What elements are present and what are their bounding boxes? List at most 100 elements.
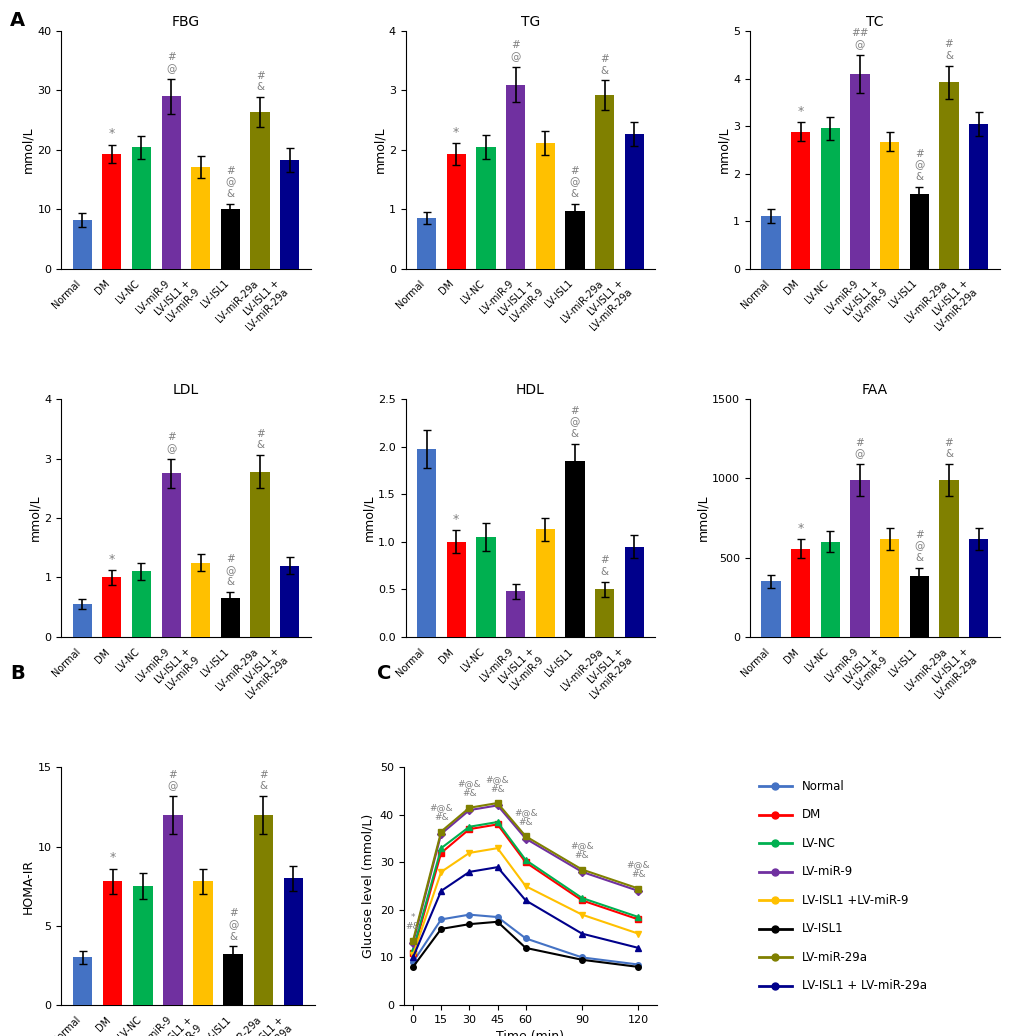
Text: LV-miR-29a: LV-miR-29a xyxy=(801,951,867,963)
Text: LV-ISL1 + LV-miR-29a: LV-ISL1 + LV-miR-29a xyxy=(801,979,926,992)
LV-miR-29a xyxy=(407,934,419,947)
Line: LV-miR-29a: LV-miR-29a xyxy=(410,800,641,944)
LV-miR-29a xyxy=(435,826,447,838)
Bar xyxy=(505,85,525,268)
Title: LDL: LDL xyxy=(172,382,199,397)
Bar xyxy=(254,815,273,1005)
Bar xyxy=(446,542,466,637)
Text: #
&: # & xyxy=(599,54,608,76)
Text: #@&
#&: #@& #& xyxy=(458,779,481,799)
Text: #
&: # & xyxy=(256,70,264,92)
LV-ISL1 + LV-miR-29a xyxy=(576,927,588,940)
Text: B: B xyxy=(10,664,24,683)
LV-ISL1 xyxy=(519,942,531,954)
LV-ISL1 +LV-miR-9 xyxy=(576,909,588,921)
Y-axis label: mmol/L: mmol/L xyxy=(21,126,35,173)
Y-axis label: Glucose level (mmol/L): Glucose level (mmol/L) xyxy=(361,814,374,958)
LV-miR-29a xyxy=(576,863,588,875)
Text: LV-NC: LV-NC xyxy=(801,837,835,850)
Normal xyxy=(519,932,531,945)
Bar xyxy=(565,461,584,637)
Line: LV-ISL1 + LV-miR-29a: LV-ISL1 + LV-miR-29a xyxy=(410,864,641,960)
Title: HDL: HDL xyxy=(516,382,544,397)
Bar xyxy=(820,128,839,268)
Text: LV-ISL1 +LV-miR-9: LV-ISL1 +LV-miR-9 xyxy=(801,894,907,906)
Bar xyxy=(446,154,466,268)
Bar xyxy=(251,471,269,637)
LV-ISL1 xyxy=(491,916,503,928)
Bar xyxy=(417,449,436,637)
LV-ISL1 + LV-miR-29a xyxy=(435,885,447,897)
Line: LV-miR-9: LV-miR-9 xyxy=(410,803,641,946)
Text: LV-ISL1: LV-ISL1 xyxy=(801,922,843,936)
Bar xyxy=(163,815,182,1005)
Bar xyxy=(879,540,899,637)
Normal xyxy=(632,958,644,971)
LV-ISL1 +LV-miR-9 xyxy=(519,880,531,892)
Normal xyxy=(576,951,588,963)
Bar xyxy=(221,598,239,637)
Bar xyxy=(102,577,121,637)
Bar xyxy=(791,132,809,268)
Bar xyxy=(760,217,780,268)
Normal xyxy=(491,911,503,923)
Text: *: * xyxy=(797,105,803,117)
Bar xyxy=(594,95,613,268)
Y-axis label: mmol/L: mmol/L xyxy=(716,126,730,173)
Line: LV-ISL1: LV-ISL1 xyxy=(410,919,641,970)
Text: #
@: # @ xyxy=(166,52,176,74)
Text: *: * xyxy=(452,125,459,139)
LV-ISL1 xyxy=(632,960,644,973)
Bar xyxy=(791,549,809,637)
Bar xyxy=(968,123,987,268)
LV-miR-9 xyxy=(632,885,644,897)
Bar xyxy=(565,211,584,268)
Text: *: * xyxy=(797,522,803,535)
Bar xyxy=(221,208,239,268)
LV-miR-29a xyxy=(519,830,531,842)
LV-NC xyxy=(519,854,531,866)
LV-NC xyxy=(407,944,419,956)
Bar xyxy=(251,112,269,268)
Bar xyxy=(938,83,958,268)
Text: #
@: # @ xyxy=(166,432,176,454)
Text: #@&
#&: #@& #& xyxy=(626,860,649,879)
LV-miR-9 xyxy=(576,866,588,879)
Bar xyxy=(476,147,495,268)
Bar xyxy=(968,539,987,637)
Title: FAA: FAA xyxy=(861,382,887,397)
Text: *: * xyxy=(109,851,116,864)
Text: #
&: # & xyxy=(944,39,953,61)
Text: #
&: # & xyxy=(256,429,264,451)
Y-axis label: mmol/L: mmol/L xyxy=(362,494,375,542)
LV-ISL1 + LV-miR-29a xyxy=(463,866,475,879)
Bar xyxy=(72,604,92,637)
LV-ISL1 +LV-miR-9 xyxy=(491,842,503,855)
DM xyxy=(491,818,503,831)
Text: #@&
#&: #@& #& xyxy=(485,775,508,794)
Bar xyxy=(131,147,151,268)
LV-miR-9 xyxy=(491,799,503,811)
LV-ISL1 +LV-miR-9 xyxy=(407,949,419,961)
Text: #@&
#&: #@& #& xyxy=(570,841,593,860)
Bar xyxy=(132,886,153,1005)
Y-axis label: mmol/L: mmol/L xyxy=(373,126,385,173)
LV-miR-9 xyxy=(463,804,475,816)
Bar xyxy=(161,473,180,637)
Bar xyxy=(191,167,210,268)
Text: *: * xyxy=(109,552,115,566)
Bar xyxy=(191,563,210,637)
LV-ISL1 +LV-miR-9 xyxy=(463,846,475,859)
Text: *: * xyxy=(452,513,459,525)
Text: #
@
&: # @ & xyxy=(913,530,923,564)
Bar xyxy=(131,572,151,637)
Text: #
@
&: # @ & xyxy=(913,149,923,182)
Title: FBG: FBG xyxy=(172,15,200,29)
Bar xyxy=(760,581,780,637)
Line: LV-ISL1 +LV-miR-9: LV-ISL1 +LV-miR-9 xyxy=(410,845,641,958)
Bar xyxy=(280,566,300,637)
DM xyxy=(576,894,588,906)
DM xyxy=(632,913,644,925)
LV-NC xyxy=(491,815,503,828)
Bar xyxy=(535,143,554,268)
